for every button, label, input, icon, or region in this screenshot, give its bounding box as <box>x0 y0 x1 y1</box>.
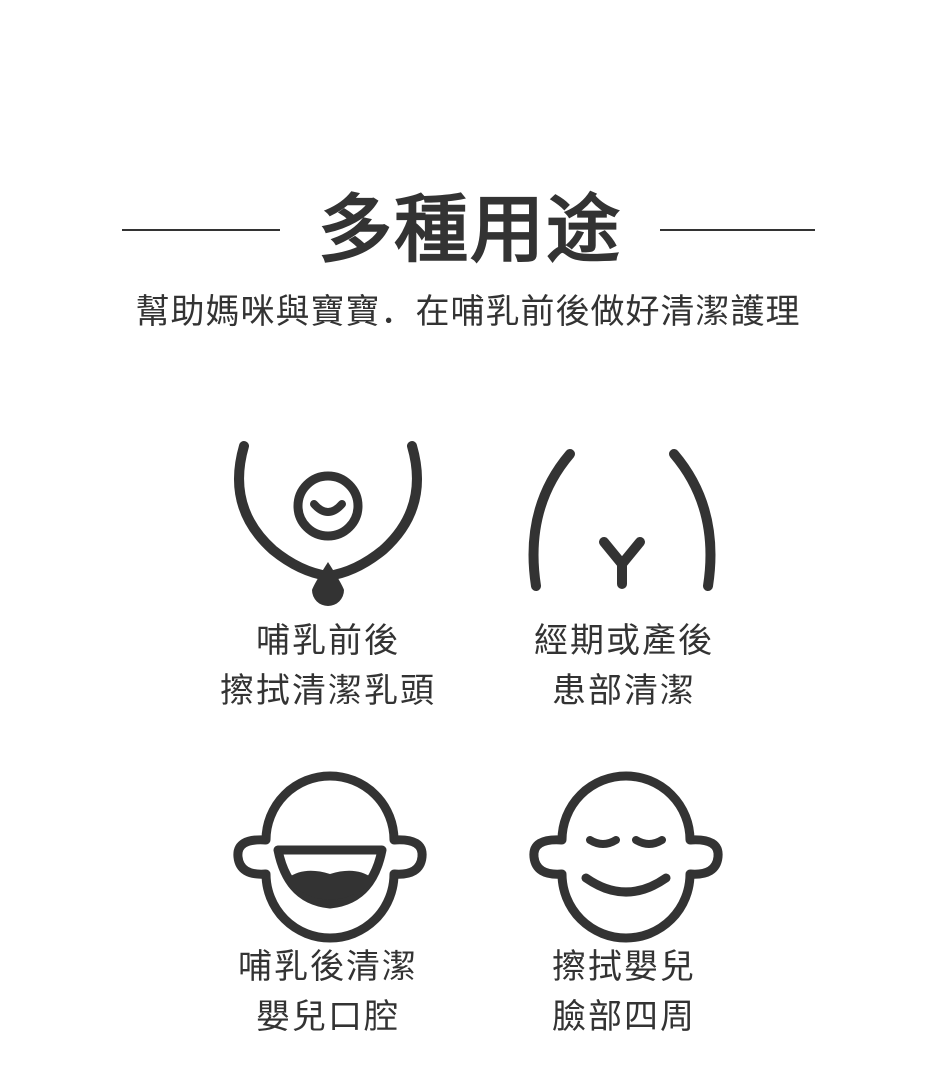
caption-line: 哺乳後清潔 <box>238 947 418 987</box>
page-subtitle: 幫助媽咪與寶寶．在哺乳前後做好清潔護理 <box>135 292 801 332</box>
baby-open-mouth-icon <box>233 771 427 943</box>
title-divider-left <box>122 229 280 231</box>
caption-line: 臉部四周 <box>552 997 696 1037</box>
caption-line: 哺乳前後 <box>256 621 400 661</box>
page-title: 多種用途 <box>318 187 622 273</box>
title-divider-right <box>660 229 815 231</box>
caption-line: 擦拭清潔乳頭 <box>220 671 436 711</box>
use-caption-baby-mouth: 哺乳後清潔 嬰兒口腔 <box>178 942 478 1042</box>
caption-line: 患部清潔 <box>552 671 696 711</box>
lower-body-icon <box>528 449 716 591</box>
caption-line: 經期或產後 <box>534 621 714 661</box>
caption-line: 擦拭嬰兒 <box>552 947 696 987</box>
use-caption-baby-face: 擦拭嬰兒 臉部四周 <box>474 942 774 1042</box>
baby-smiling-face-icon <box>529 771 723 943</box>
title-row: 多種用途 <box>0 180 936 280</box>
use-caption-nipple-cleaning: 哺乳前後 擦拭清潔乳頭 <box>178 616 478 716</box>
use-caption-postpartum-cleaning: 經期或產後 患部清潔 <box>474 616 774 716</box>
caption-line: 嬰兒口腔 <box>256 997 400 1037</box>
breast-nipple-icon <box>234 441 422 606</box>
